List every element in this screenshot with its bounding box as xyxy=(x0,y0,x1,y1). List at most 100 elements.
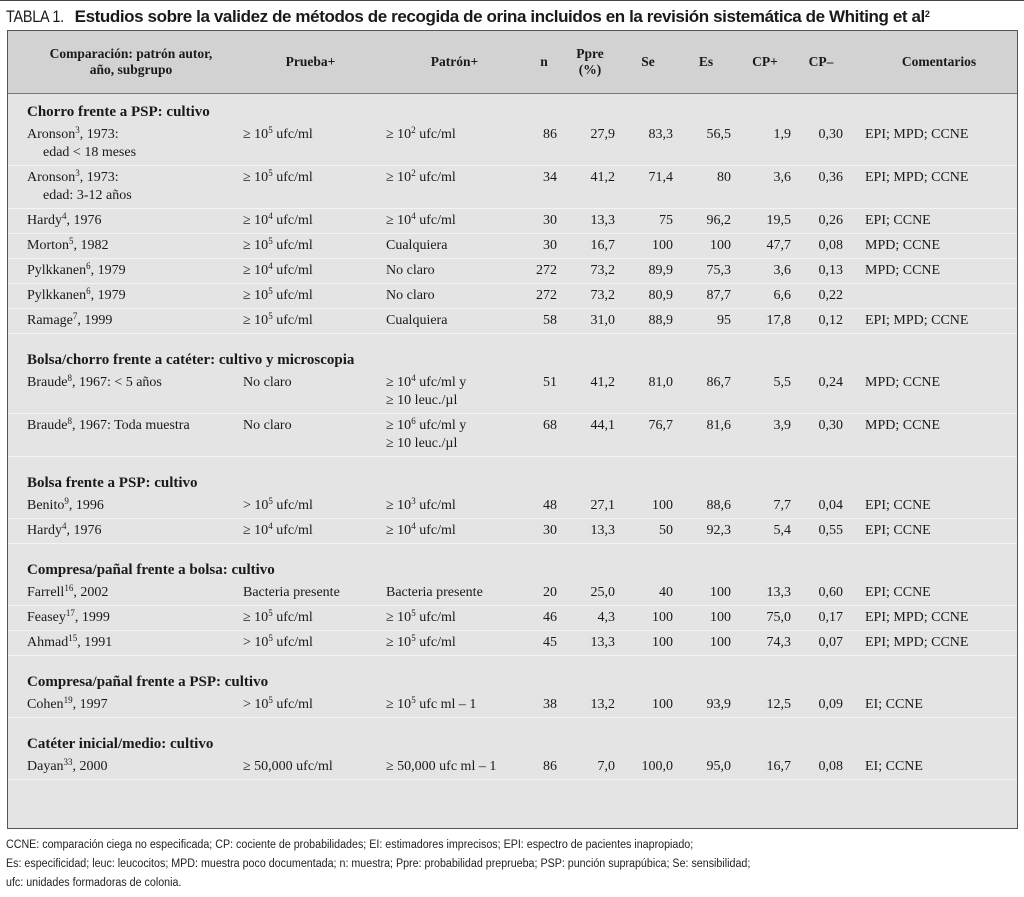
cell-prueba: ≥ 105 ufc/ml xyxy=(239,123,382,166)
cell-comentarios: EI; CCNE xyxy=(847,755,1017,780)
cell-patron: ≥ 105 ufc ml – 1 xyxy=(382,693,527,718)
cell-patron: ≥ 104 ufc/ml y ≥ 10 leuc./µl xyxy=(382,371,527,414)
cell-cp-pos: 6,6 xyxy=(735,283,795,309)
footnotes: CCNE: comparación ciega no especificada;… xyxy=(6,836,750,893)
footnote-line: CCNE: comparación ciega no especificada;… xyxy=(6,839,694,851)
cell-se: 100 xyxy=(619,630,677,656)
header-comparison: Comparación: patrón autor, año, subgrupo xyxy=(8,31,239,94)
line: edad: 3-12 años xyxy=(43,188,132,203)
line: Feasey17, 1999 xyxy=(27,608,110,626)
cell-prueba: No claro xyxy=(239,413,382,457)
cell-n: 30 xyxy=(527,233,561,259)
cell-prueba: ≥ 105 ufc/ml xyxy=(239,283,382,309)
superscript: 3 xyxy=(75,168,80,178)
cell-es: 95,0 xyxy=(677,755,735,780)
cell-ppre: 7,0 xyxy=(561,755,619,780)
cell-n: 45 xyxy=(527,630,561,656)
cell-patron: ≥ 103 ufc/ml xyxy=(382,494,527,519)
superscript: 8 xyxy=(67,416,72,426)
cell-comentarios: EPI; CCNE xyxy=(847,581,1017,606)
table-row: Farrell16, 2002 Bacteria presente Bacteria… xyxy=(8,581,1017,606)
superscript: 9 xyxy=(64,496,69,506)
cell-cp-neg: 0,04 xyxy=(795,494,847,519)
line: Bacteria presente xyxy=(386,585,483,600)
superscript: 5 xyxy=(268,311,273,321)
cell-se: 100 xyxy=(619,494,677,519)
superscript: 4 xyxy=(268,521,273,531)
section-gap xyxy=(8,334,1017,343)
footnote-line: Es: especificidad; leuc: leucocitos; MPD… xyxy=(6,858,751,870)
section-gap xyxy=(8,544,1017,553)
line: ≥ 106 ufc/ml y xyxy=(386,416,467,434)
superscript: 5 xyxy=(268,633,273,643)
cell-cp-neg: 0,17 xyxy=(795,605,847,631)
cell-es: 81,6 xyxy=(677,413,735,457)
cell-prueba: > 105 ufc/ml xyxy=(239,494,382,519)
superscript: 7 xyxy=(72,311,78,321)
line: Hardy4, 1976 xyxy=(27,211,102,229)
superscript: 15 xyxy=(68,633,78,643)
header-cp-pos: CP+ xyxy=(735,31,795,94)
cell-cp-pos: 3,6 xyxy=(735,258,795,284)
cell-se: 81,0 xyxy=(619,371,677,414)
cell-se: 76,7 xyxy=(619,413,677,457)
table-row: Ahmad15, 1991 > 105 ufc/ml ≥ 105 ufc/ml 45 1… xyxy=(8,630,1017,656)
cell-se: 89,9 xyxy=(619,258,677,284)
line: Ahmad15, 1991 xyxy=(27,633,113,651)
section-header: Compresa/pañal frente a PSP: cultivo xyxy=(8,664,1017,693)
line: Dayan33, 2000 xyxy=(27,757,108,775)
cell-se: 100 xyxy=(619,693,677,718)
cell-ppre: 44,1 xyxy=(561,413,619,457)
line: ≥ 50,000 ufc ml – 1 xyxy=(386,759,497,774)
cell-ppre: 16,7 xyxy=(561,233,619,259)
cell-comparison: Morton5, 1982 xyxy=(8,233,239,259)
table-row: Aronson3, 1973: edad: 3-12 años ≥ 105 ufc/… xyxy=(8,165,1017,209)
cell-se: 100 xyxy=(619,605,677,631)
cell-cp-pos: 3,9 xyxy=(735,413,795,457)
superscript: 4 xyxy=(411,521,416,531)
table-label: TABLA 1. xyxy=(6,7,64,26)
cell-es: 87,7 xyxy=(677,283,735,309)
cell-ppre: 13,3 xyxy=(561,208,619,234)
superscript: 3 xyxy=(75,125,80,135)
superscript: 5 xyxy=(268,236,273,246)
cell-cp-pos: 47,7 xyxy=(735,233,795,259)
section-header: Bolsa/chorro frente a catéter: cultivo y… xyxy=(8,342,1017,371)
section-header: Compresa/pañal frente a bolsa: cultivo xyxy=(8,552,1017,581)
cell-es: 88,6 xyxy=(677,494,735,519)
cell-comparison: Farrell16, 2002 xyxy=(8,581,239,606)
cell-ppre: 73,2 xyxy=(561,283,619,309)
cell-comparison: Benito9, 1996 xyxy=(8,494,239,519)
line: Benito9, 1996 xyxy=(27,496,104,514)
cell-comparison: Hardy4, 1976 xyxy=(8,518,239,544)
superscript: 6 xyxy=(86,286,91,296)
cell-patron: ≥ 106 ufc/ml y ≥ 10 leuc./µl xyxy=(382,413,527,457)
superscript: 5 xyxy=(268,168,273,178)
line: Braude8, 1967: Toda muestra xyxy=(27,416,190,434)
cell-comparison: Pylkkanen6, 1979 xyxy=(8,283,239,309)
superscript: 5 xyxy=(69,236,74,246)
gap-cell xyxy=(8,718,1017,727)
superscript: 17 xyxy=(65,608,75,618)
cell-ppre: 27,9 xyxy=(561,123,619,166)
line: Pylkkanen6, 1979 xyxy=(27,286,126,304)
cell-es: 100 xyxy=(677,233,735,259)
table-row: Pylkkanen6, 1979 ≥ 104 ufc/ml No claro 272 7… xyxy=(8,258,1017,284)
cell-es: 100 xyxy=(677,605,735,631)
table-row: Morton5, 1982 ≥ 105 ufc/ml Cualquiera 30 16,… xyxy=(8,233,1017,259)
cell-n: 20 xyxy=(527,581,561,606)
cell-es: 92,3 xyxy=(677,518,735,544)
cell-ppre: 31,0 xyxy=(561,308,619,334)
cell-prueba: No claro xyxy=(239,371,382,414)
cell-patron: ≥ 50,000 ufc ml – 1 xyxy=(382,755,527,780)
line: ≥ 102 ufc/ml xyxy=(386,125,456,143)
table-row: Braude8, 1967: Toda muestra No claro ≥ 106… xyxy=(8,413,1017,457)
cell-n: 58 xyxy=(527,308,561,334)
cell-es: 80 xyxy=(677,165,735,209)
cell-cp-pos: 75,0 xyxy=(735,605,795,631)
cell-n: 48 xyxy=(527,494,561,519)
cell-es: 93,9 xyxy=(677,693,735,718)
header-prueba: Prueba+ xyxy=(239,31,382,94)
line: ≥ 105 ufc/ml xyxy=(386,608,456,626)
table-row: Hardy4, 1976 ≥ 104 ufc/ml ≥ 104 ufc/ml 30 13… xyxy=(8,208,1017,234)
